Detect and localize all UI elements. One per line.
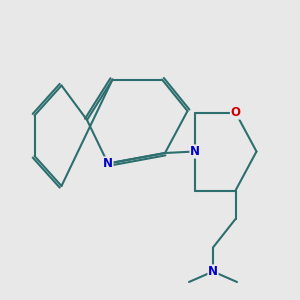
Text: O: O — [230, 106, 241, 119]
Text: N: N — [103, 157, 113, 170]
Text: N: N — [190, 145, 200, 158]
Text: N: N — [208, 265, 218, 278]
